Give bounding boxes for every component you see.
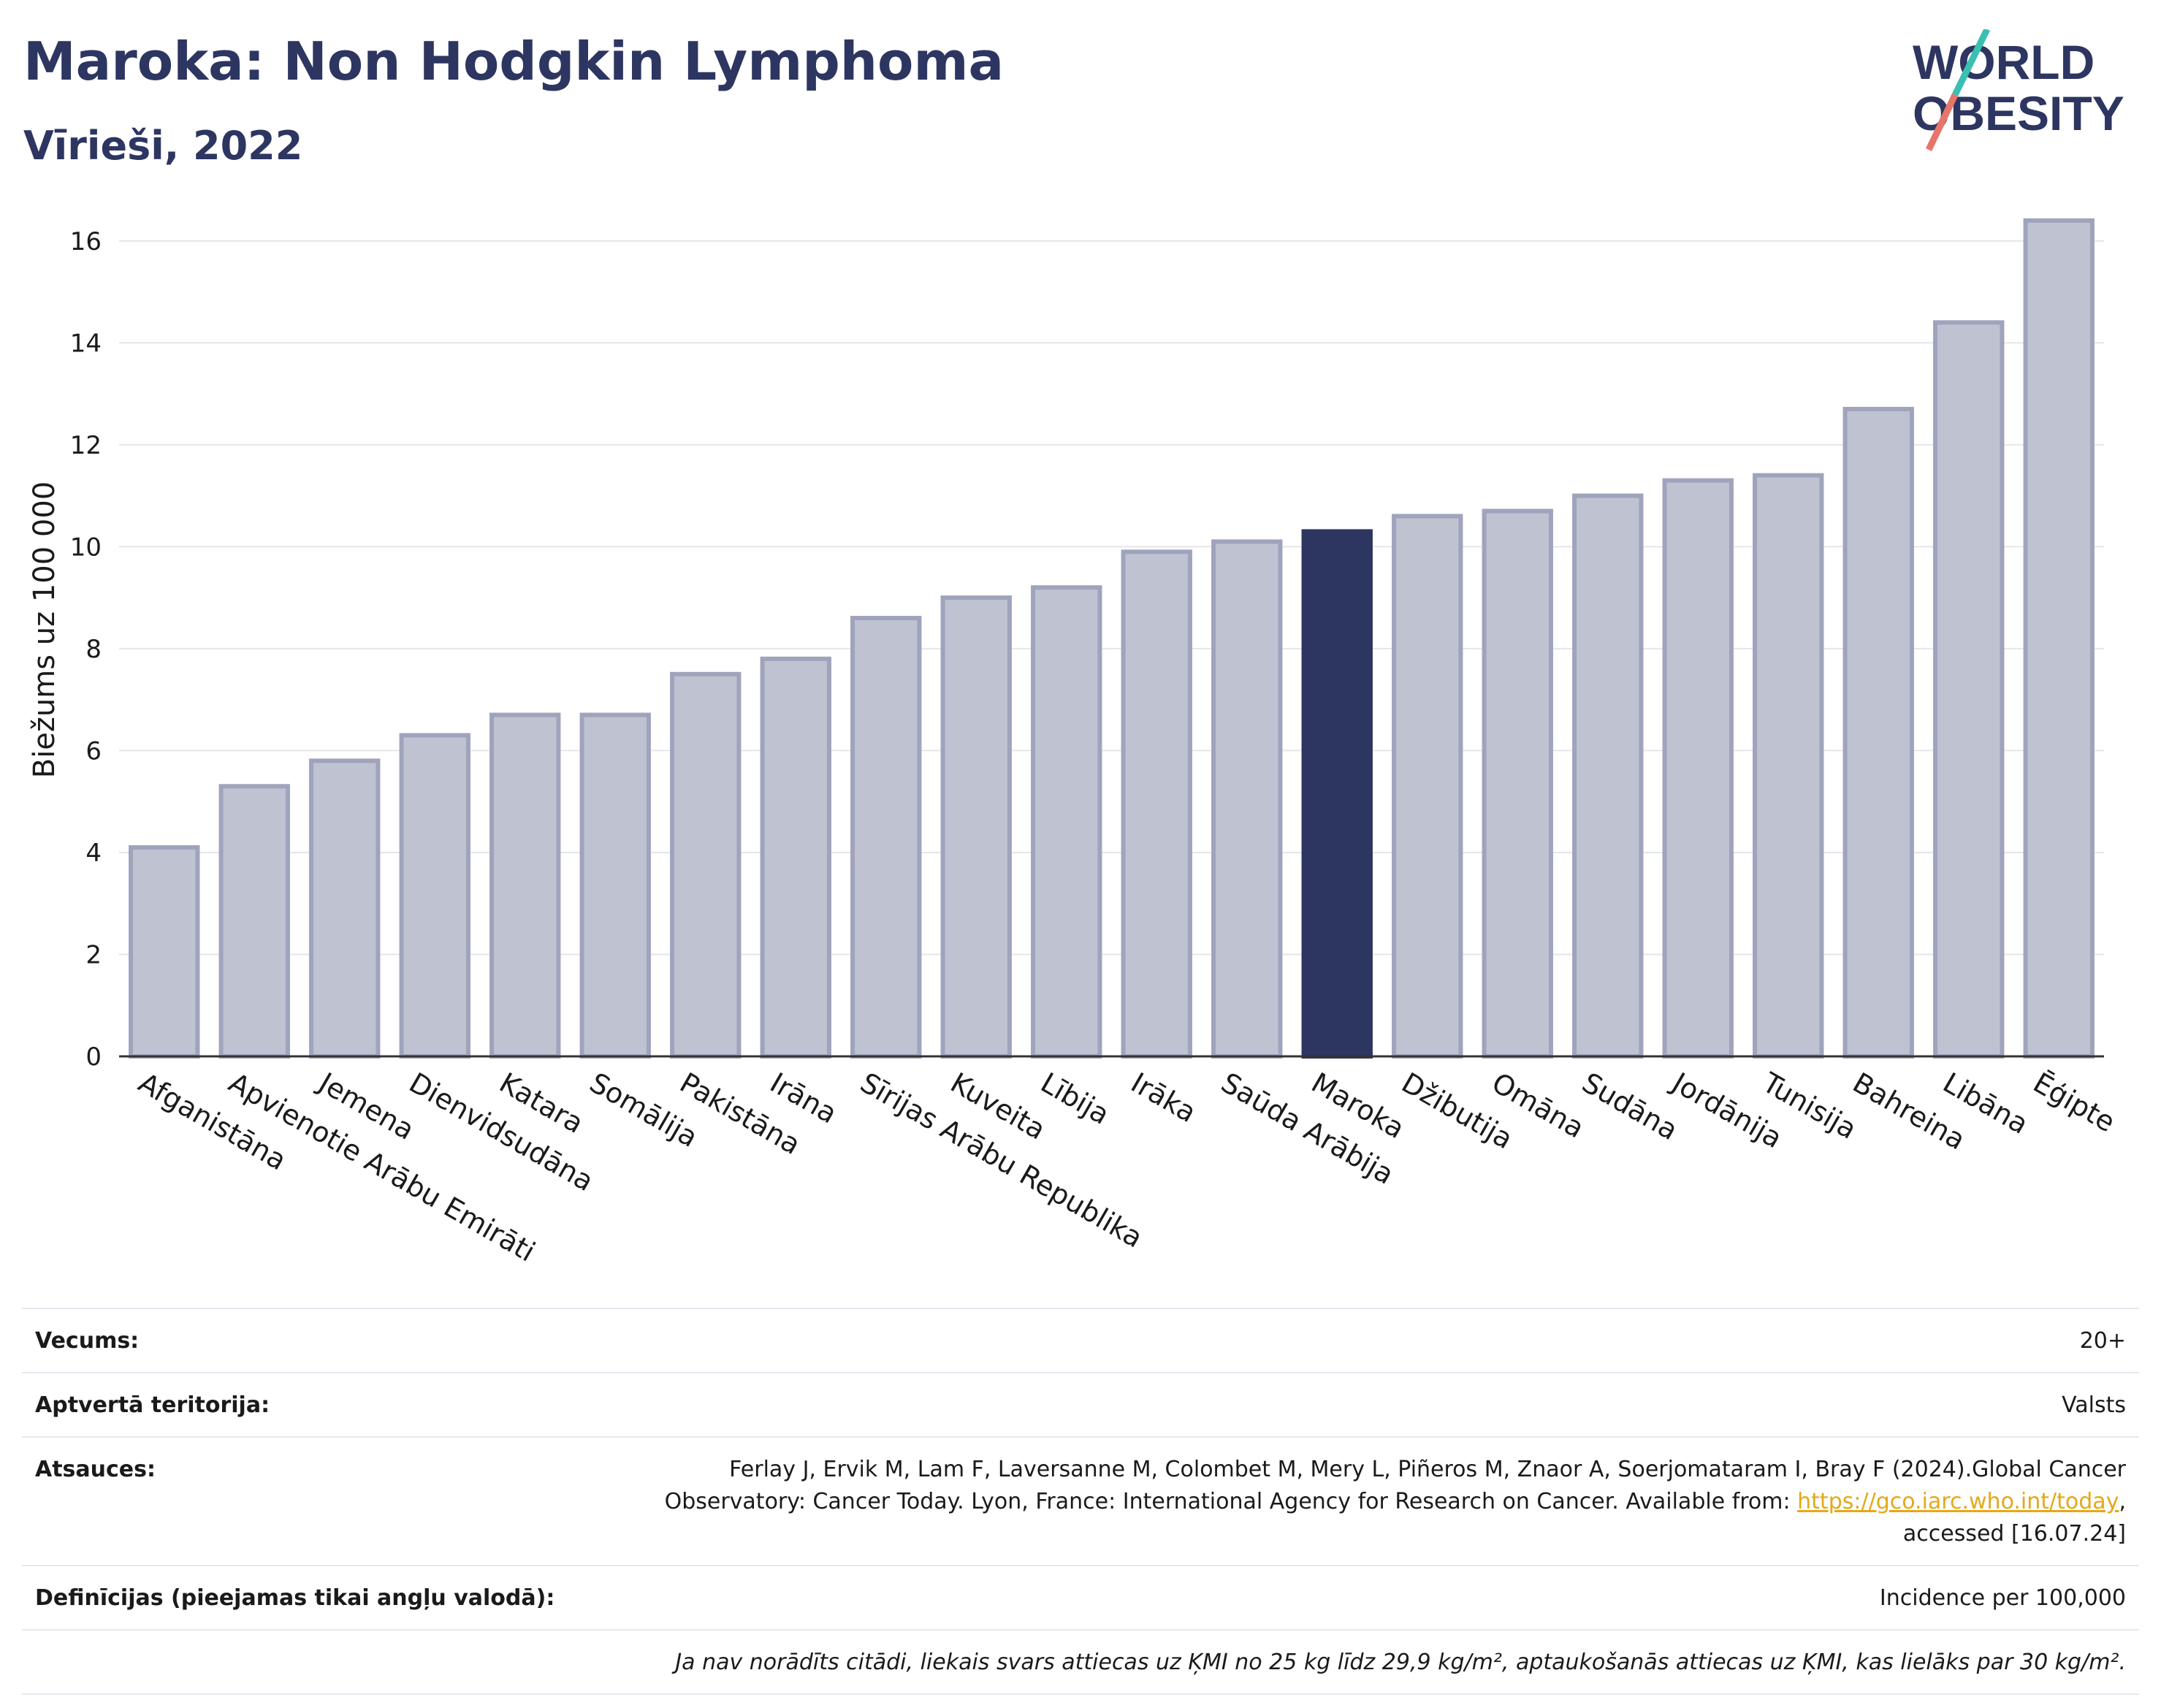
info-row-definitions: Definīcijas (pieejamas tikai angļu valod… [22,1565,2139,1629]
chart-subtitle: Vīrieši, 2022 [23,123,303,169]
info-row-age: Vecums: 20+ [22,1308,2139,1372]
x-tick-label: Irāka [1126,1067,1202,1129]
info-row-coverage: Aptvertā teritorija: Valsts [22,1372,2139,1436]
bar-11 [1031,585,1102,1059]
references-value: Ferlay J, Ervik M, Lam F, Laversanne M, … [628,1454,2126,1550]
y-tick-label: 4 [85,839,102,868]
bar-9 [850,616,922,1059]
coverage-value: Valsts [2062,1392,2126,1418]
bar-7 [670,671,742,1059]
bar-21 [1933,320,2005,1059]
bar-17 [1572,493,1644,1059]
references-label: Atsauces: [35,1457,156,1482]
bar-10 [940,595,1012,1059]
bar-5 [489,712,561,1059]
bar-12 [1121,549,1192,1059]
bar-1 [129,845,200,1059]
references-text: Ferlay J, Ervik M, Lam F, Laversanne M, … [664,1457,2126,1514]
info-row-note: Ja nav norādīts citādi, liekais svars at… [22,1629,2139,1695]
y-tick-label: 16 [70,227,102,256]
bar-18 [1662,478,1734,1059]
definitions-value: Incidence per 100,000 [1879,1585,2126,1611]
chart-title: Maroka: Non Hodgkin Lymphoma [23,31,1005,92]
y-axis-label: Biežums uz 100 000 [28,481,61,779]
y-tick-label: 12 [70,431,102,460]
references-accessed: , accessed [16.07.24] [1902,1489,2126,1547]
y-tick-label: 6 [85,736,102,766]
references-link[interactable]: https://gco.iarc.who.int/today [1797,1489,2119,1514]
x-tick-label: Sudāna [1577,1067,1683,1147]
bar-2 [218,784,290,1059]
age-value: 20+ [2079,1328,2126,1354]
info-row-references: Atsauces: Ferlay J, Ervik M, Lam F, Lave… [22,1436,2139,1565]
bmi-note: Ja nav norādīts citādi, liekais svars at… [675,1650,2126,1675]
bar-22 [2023,218,2095,1059]
bar-6 [579,712,651,1059]
y-tick-label: 0 [85,1042,102,1072]
y-tick-label: 2 [85,940,102,969]
age-label: Vecums: [35,1328,140,1354]
coverage-label: Aptvertā teritorija: [35,1392,270,1418]
y-tick-label: 10 [70,533,102,562]
info-table: Vecums: 20+ Aptvertā teritorija: Valsts … [22,1308,2139,1695]
y-tick-label: 14 [70,329,102,358]
bar-15 [1392,514,1463,1059]
bar-16 [1482,508,1553,1059]
definitions-label: Definīcijas (pieejamas tikai angļu valod… [35,1585,555,1611]
world-obesity-logo: WORLD OBESITY [1913,29,2124,151]
y-tick-label: 8 [85,635,102,664]
x-tick-label: Ēģipte [2028,1067,2121,1139]
bar-4 [399,733,470,1059]
bar-13 [1211,539,1283,1059]
bar-19 [1753,473,1824,1059]
bar-3 [309,758,381,1059]
bar-8 [760,656,831,1059]
logo-word-world: WORLD [1913,35,2095,89]
bar-20 [1842,406,1914,1059]
bar-14 [1301,529,1373,1059]
